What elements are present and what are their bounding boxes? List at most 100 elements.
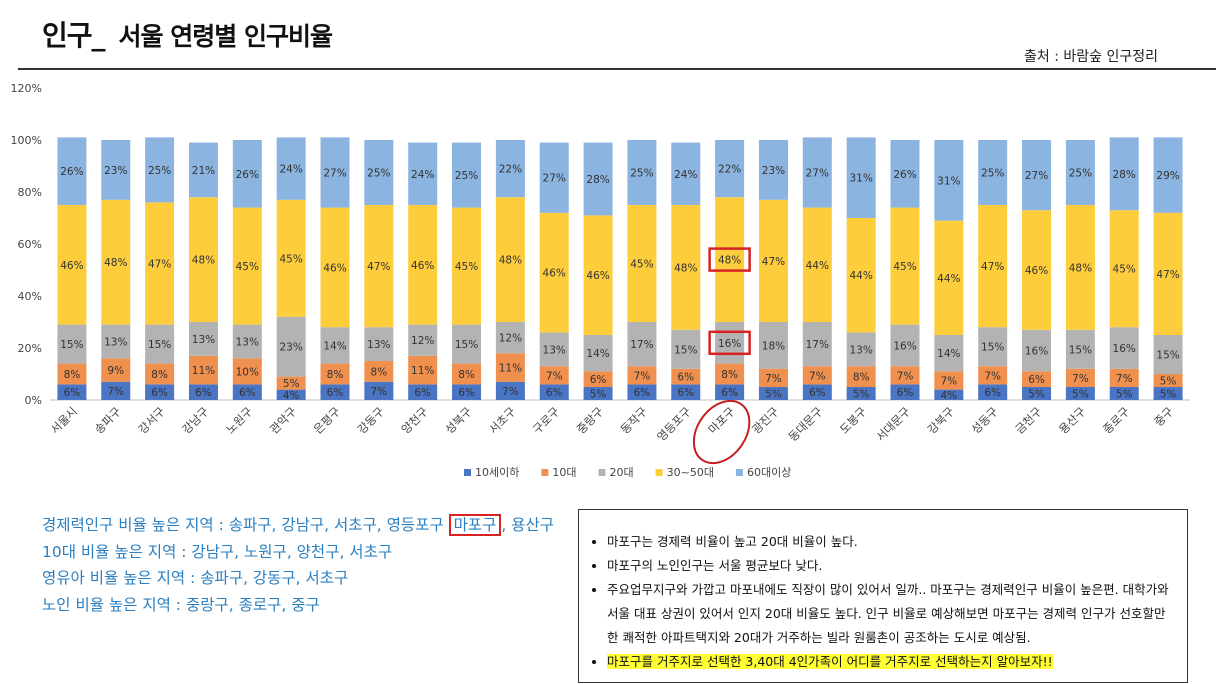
data-label: 46% xyxy=(411,260,434,272)
bar-segment xyxy=(101,324,131,359)
x-tick-label: 종로구 xyxy=(1100,404,1132,436)
bar-segment xyxy=(1153,374,1183,387)
y-tick-label: 20% xyxy=(18,342,42,355)
data-label: 7% xyxy=(984,370,1001,382)
bar-segment xyxy=(320,363,350,385)
data-label: 28% xyxy=(1113,169,1136,181)
bar-segment xyxy=(802,384,832,400)
data-label: 8% xyxy=(327,369,344,381)
bar-segment xyxy=(276,316,306,377)
legend-label: 20대 xyxy=(609,466,633,479)
data-label: 46% xyxy=(323,262,346,274)
data-label: 5% xyxy=(1116,389,1133,401)
data-label: 45% xyxy=(1113,264,1136,276)
x-tick-label: 동작구 xyxy=(618,404,650,436)
bar-segment xyxy=(1153,212,1183,335)
bar-segment xyxy=(539,212,569,333)
bar-segment xyxy=(145,363,175,385)
data-label: 6% xyxy=(151,387,168,399)
bar-segment xyxy=(188,322,218,356)
bar-segment xyxy=(276,376,306,390)
bar-segment xyxy=(978,327,1008,367)
data-label: 47% xyxy=(981,261,1004,273)
bar-segment xyxy=(890,324,920,367)
bar-segment xyxy=(758,140,788,200)
bar-segment xyxy=(846,137,876,218)
legend-swatch xyxy=(735,469,743,476)
bar-segment xyxy=(188,197,218,322)
bar-segment xyxy=(846,218,876,333)
bar-segment xyxy=(934,371,964,390)
data-label: 7% xyxy=(502,386,519,398)
bar-segment xyxy=(627,205,657,322)
data-label: 16% xyxy=(1113,343,1136,355)
data-label: 44% xyxy=(806,260,829,272)
data-label: 25% xyxy=(455,170,478,182)
data-label: 5% xyxy=(1028,389,1045,401)
bar-segment xyxy=(57,324,87,364)
x-tick-label: 성북구 xyxy=(442,404,474,436)
y-tick-label: 0% xyxy=(25,394,42,407)
bar-segment xyxy=(583,387,613,400)
data-label: 13% xyxy=(849,344,872,356)
data-label: 5% xyxy=(1072,389,1089,401)
data-label: 29% xyxy=(1156,170,1179,182)
bar-segment xyxy=(232,140,262,208)
bar-segment xyxy=(276,137,306,200)
data-label: 25% xyxy=(1069,168,1092,180)
data-label: 25% xyxy=(630,168,653,180)
bar-segment xyxy=(583,142,613,216)
bar-segment xyxy=(802,366,832,385)
bar-segment xyxy=(627,366,657,385)
bar-segment xyxy=(57,384,87,400)
bar-segment xyxy=(934,220,964,335)
legend-label: 30~50대 xyxy=(667,466,714,479)
data-label: 45% xyxy=(236,261,259,273)
bar-segment xyxy=(188,384,218,400)
bar-segment xyxy=(452,324,482,364)
bar-segment xyxy=(1065,387,1095,400)
bar-segment xyxy=(1022,329,1052,372)
bar-segment xyxy=(1109,137,1139,211)
bar-segment xyxy=(671,329,701,369)
note-infants: 영유아 비율 높은 지역 : 송파구, 강동구, 서초구 xyxy=(42,569,349,587)
bar-segment xyxy=(583,215,613,335)
bar-segment xyxy=(583,371,613,387)
bar-segment xyxy=(539,366,569,385)
data-label: 44% xyxy=(937,273,960,285)
bar-segment xyxy=(1153,335,1183,374)
x-tick-label: 구로구 xyxy=(530,404,562,436)
x-tick-label: 성동구 xyxy=(968,404,1000,436)
bar-segment xyxy=(715,322,745,364)
y-tick-label: 80% xyxy=(18,186,42,199)
bar-segment xyxy=(1109,327,1139,369)
bar-segment xyxy=(364,361,394,382)
bar-segment xyxy=(495,353,525,382)
x-tick-label: 서울시 xyxy=(48,404,80,436)
bar-segment xyxy=(452,384,482,400)
data-label: 15% xyxy=(674,344,697,356)
data-label: 6% xyxy=(414,387,431,399)
data-label: 14% xyxy=(586,348,609,360)
data-label: 11% xyxy=(499,363,522,375)
bar-segment xyxy=(1065,140,1095,205)
bar-segment xyxy=(276,199,306,317)
data-label: 48% xyxy=(499,255,522,267)
bar-segment xyxy=(671,142,701,205)
data-label: 23% xyxy=(279,342,302,354)
data-label: 6% xyxy=(1028,374,1045,386)
bar-segment xyxy=(57,363,87,385)
data-label: 13% xyxy=(192,334,215,346)
bar-segment xyxy=(101,199,131,325)
x-tick-label: 노원구 xyxy=(223,404,255,436)
data-label: 27% xyxy=(806,168,829,180)
bar-segment xyxy=(890,384,920,400)
bar-segment xyxy=(539,384,569,400)
bar-segment xyxy=(1109,368,1139,387)
bar-segment xyxy=(320,384,350,400)
x-tick-label: 광진구 xyxy=(749,404,781,436)
x-tick-label: 강서구 xyxy=(135,404,167,436)
data-label: 16% xyxy=(1025,346,1048,358)
data-label: 27% xyxy=(1025,170,1048,182)
analysis-box: 마포구는 경제력 비율이 높고 20대 비율이 높다. 마포구의 노인인구는 서… xyxy=(578,509,1188,683)
